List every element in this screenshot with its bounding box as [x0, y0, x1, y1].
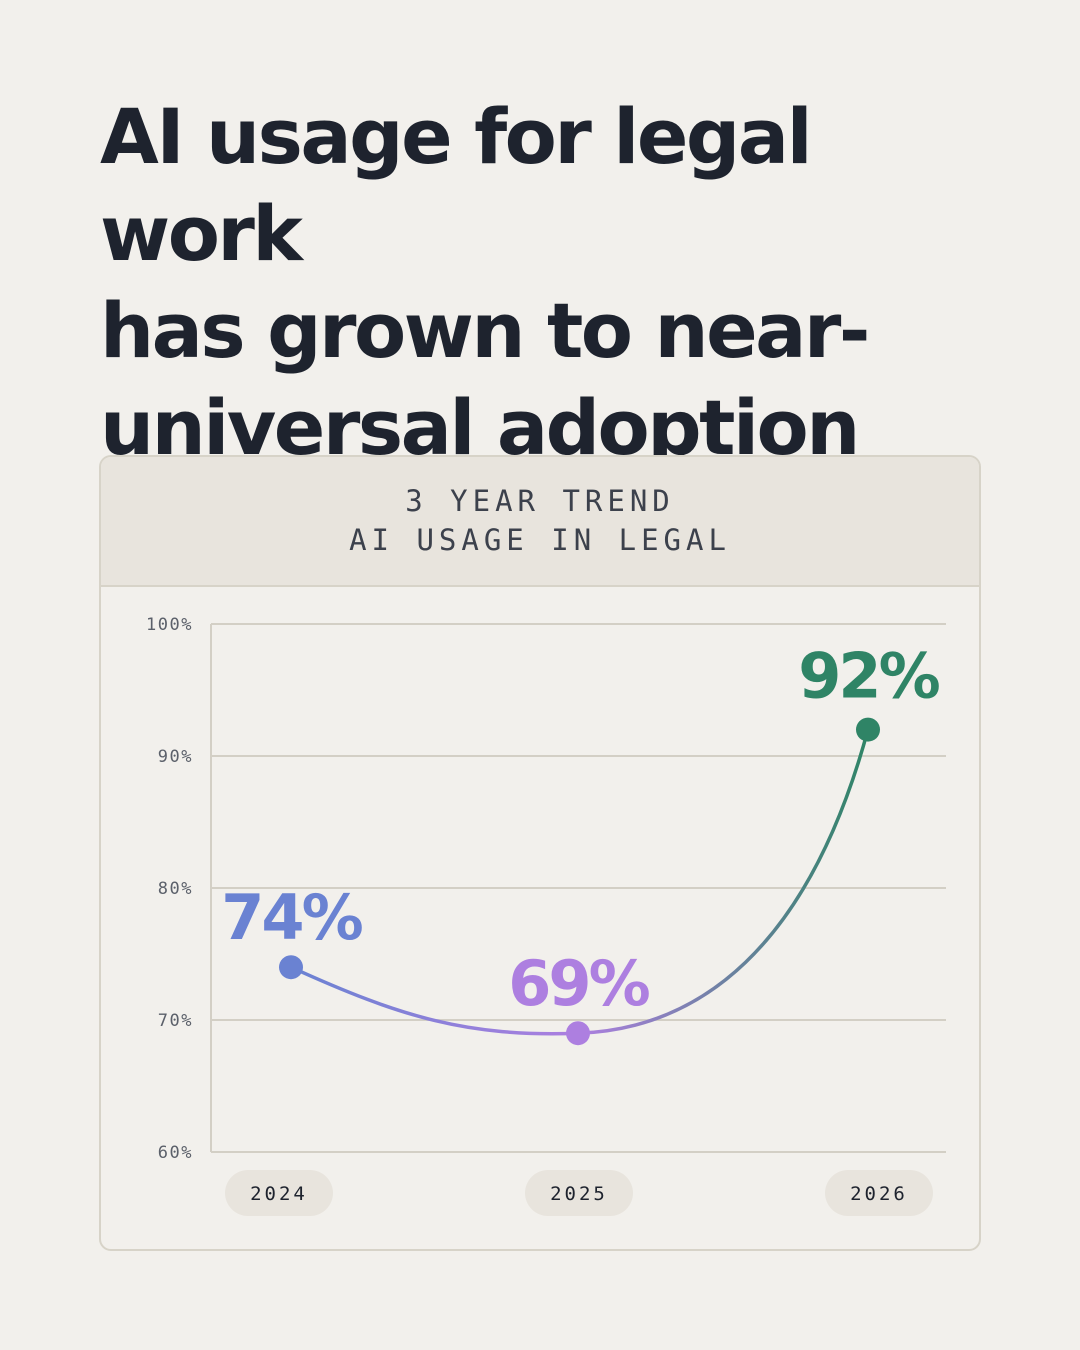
- y-tick-label-90: 90%: [158, 747, 193, 767]
- x-tick-pill-2025: [525, 1170, 633, 1216]
- data-point-2026: [856, 717, 880, 742]
- data-labels: 74% 69% 92%: [221, 640, 942, 1021]
- y-tick-label-80: 80%: [158, 879, 193, 899]
- x-tick-label-2026: 2026: [850, 1183, 908, 1205]
- series-line: [289, 727, 870, 1036]
- chart-card: 3 YEAR TREND AI USAGE IN LEGAL 60% 70% 80%…: [99, 455, 981, 1251]
- points: [279, 717, 880, 1046]
- chart-card-header: 3 YEAR TREND AI USAGE IN LEGAL: [101, 457, 979, 587]
- line-chart: 60% 70% 80% 90% 100% 74% 69% 92% 2024 2025 2026: [146, 615, 946, 1216]
- chart-title-line-2: AI USAGE IN LEGAL: [349, 523, 731, 557]
- grid: [210, 623, 946, 1153]
- data-point-2024: [279, 955, 303, 980]
- chart-title-line-1: 3 YEAR TREND: [405, 484, 675, 518]
- headline-line-1: AI usage for legal work: [100, 92, 813, 278]
- x-tick-label-2024: 2024: [250, 1183, 308, 1205]
- data-point-2025: [566, 1021, 590, 1046]
- x-tick-pill-2024: [225, 1170, 333, 1216]
- headline: AI usage for legal work has grown to nea…: [100, 88, 1000, 476]
- data-label-2024: 74%: [221, 881, 362, 954]
- y-tick-label-70: 70%: [158, 1011, 193, 1031]
- x-axis: 2024 2025 2026: [225, 1170, 933, 1216]
- y-axis: 60% 70% 80% 90% 100%: [146, 615, 193, 1163]
- y-tick-label-100: 100%: [146, 615, 193, 635]
- data-label-2025: 69%: [508, 947, 649, 1020]
- series: [289, 727, 870, 1036]
- headline-line-2: has grown to near-: [100, 286, 870, 375]
- data-label-2026: 92%: [798, 640, 939, 713]
- x-tick-pill-2026: [825, 1170, 933, 1216]
- x-tick-label-2025: 2025: [550, 1183, 608, 1205]
- y-tick-label-60: 60%: [158, 1143, 193, 1163]
